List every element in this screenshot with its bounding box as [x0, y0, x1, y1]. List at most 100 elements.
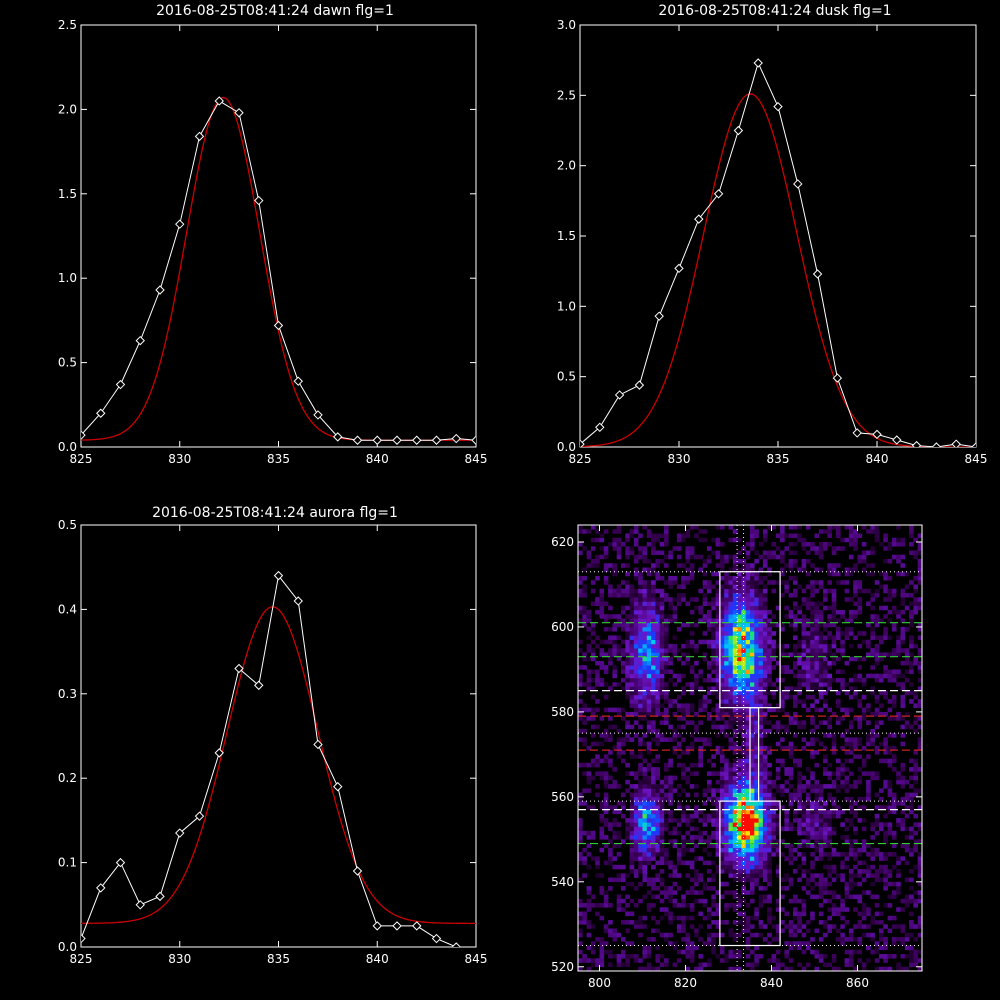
- heatmap-cell: [904, 966, 910, 972]
- heatmap-cell: [805, 920, 811, 925]
- heatmap-cell: [719, 584, 725, 590]
- heatmap-cell: [612, 954, 617, 959]
- heatmap-cell: [599, 945, 605, 951]
- heatmap-cell: [917, 699, 923, 704]
- heatmap-cell: [762, 775, 768, 781]
- heatmap-cell: [780, 826, 785, 832]
- heatmap-cell: [823, 813, 828, 819]
- heatmap-cell: [711, 877, 716, 883]
- heatmap-cell: [866, 907, 871, 912]
- heatmap-cell: [840, 631, 845, 636]
- heatmap-cell: [745, 779, 751, 785]
- heatmap-cell: [681, 920, 686, 925]
- heatmap-cell: [754, 686, 759, 691]
- heatmap-cell: [659, 856, 665, 861]
- heatmap-cell: [767, 609, 772, 615]
- heatmap-cell: [646, 677, 652, 683]
- heatmap-cell: [848, 852, 854, 857]
- heatmap-cell: [698, 745, 703, 751]
- heatmap-cell: [681, 767, 686, 772]
- heatmap-cell: [788, 860, 794, 866]
- heatmap-cell: [853, 966, 858, 972]
- heatmap-cell: [728, 618, 734, 623]
- heatmap-cell: [603, 784, 609, 789]
- heatmap-cell: [788, 826, 794, 832]
- heatmap-cell: [655, 966, 660, 972]
- heatmap-cell: [771, 830, 777, 836]
- heatmap-cell: [599, 954, 605, 959]
- heatmap-cell: [848, 567, 854, 573]
- heatmap-cell: [913, 588, 918, 594]
- heatmap-cell: [848, 894, 854, 900]
- heatmap-cell: [771, 588, 777, 594]
- heatmap-cell: [590, 677, 596, 683]
- heatmap-cell: [711, 873, 716, 878]
- heatmap-cell: [767, 622, 772, 628]
- heatmap-cell: [879, 677, 884, 683]
- heatmap-cell: [814, 954, 820, 959]
- heatmap-cell: [827, 813, 832, 819]
- heatmap-cell: [758, 554, 764, 560]
- heatmap-cell: [762, 677, 768, 683]
- heatmap-cell: [853, 601, 858, 607]
- heatmap-cell: [582, 682, 587, 687]
- heatmap-cell: [827, 643, 832, 649]
- heatmap-cell: [883, 597, 888, 602]
- heatmap-cell: [762, 660, 768, 666]
- heatmap-cell: [840, 903, 845, 908]
- heatmap-cell: [805, 890, 811, 895]
- heatmap-cell: [694, 809, 699, 815]
- heatmap-cell: [633, 826, 639, 832]
- heatmap-cell: [719, 554, 725, 560]
- heatmap-cell: [904, 648, 910, 653]
- dusk-ytick-label: 0.0: [557, 440, 576, 454]
- heatmap-cell: [857, 673, 863, 679]
- heatmap-cell: [625, 694, 630, 700]
- heatmap-cell: [621, 707, 626, 713]
- heatmap-cell: [853, 881, 858, 887]
- heatmap-cell: [719, 826, 725, 832]
- heatmap-cell: [848, 533, 854, 539]
- heatmap-cell: [655, 954, 660, 959]
- heatmap-cell: [689, 550, 695, 556]
- heatmap-cell: [762, 673, 768, 679]
- heatmap-cell: [836, 928, 841, 934]
- heatmap-cell: [582, 656, 587, 662]
- heatmap-cell: [724, 588, 729, 594]
- heatmap-cell: [866, 784, 871, 789]
- heatmap-cell: [638, 652, 643, 657]
- heatmap-cell: [629, 911, 635, 917]
- heatmap-cell: [633, 673, 639, 679]
- heatmap-cell: [788, 966, 794, 972]
- heatmap-cell: [861, 716, 867, 721]
- heatmap-cell: [655, 669, 660, 674]
- heatmap-cell: [724, 771, 729, 776]
- heatmap-cell: [608, 652, 613, 657]
- heatmap-cell: [848, 758, 854, 764]
- heatmap-cell: [840, 580, 845, 585]
- heatmap-cell: [664, 652, 669, 657]
- heatmap-cell: [715, 869, 721, 874]
- heatmap-cell: [715, 686, 721, 691]
- heatmap-cell: [758, 818, 764, 823]
- heatmap-cell: [664, 907, 669, 912]
- heatmap-cell: [719, 639, 725, 645]
- heatmap-cell: [659, 809, 665, 815]
- heatmap-cell: [823, 920, 828, 925]
- heatmap-cell: [603, 529, 609, 534]
- heatmap-cell: [874, 792, 880, 798]
- heatmap-cell: [745, 575, 751, 581]
- heatmap-cell: [715, 652, 721, 657]
- heatmap-cell: [810, 741, 815, 747]
- heatmap-cell: [861, 525, 867, 530]
- heatmap-cell: [818, 881, 824, 887]
- aurora-data-point: [431, 933, 442, 944]
- heatmap-cell: [840, 643, 845, 649]
- heatmap-cell: [844, 660, 850, 666]
- heatmap-cell: [638, 801, 643, 806]
- heatmap-cell: [745, 741, 751, 747]
- heatmap-cell: [664, 937, 669, 942]
- heatmap-cell: [874, 852, 880, 857]
- heatmap-cell: [578, 690, 583, 696]
- heatmap-cell: [818, 958, 824, 963]
